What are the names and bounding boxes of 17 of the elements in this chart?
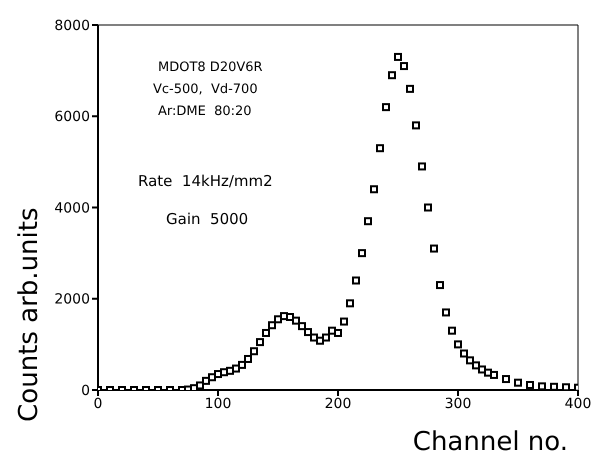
x-tick-label: 300 xyxy=(444,396,472,412)
x-tick-label: 200 xyxy=(324,396,352,412)
y-tick-label: 8000 xyxy=(54,18,90,34)
annotation: Ar:DME 80:20 xyxy=(158,104,252,119)
y-axis-title: Counts arb.units xyxy=(14,208,44,422)
annotation: MDOT8 D20V6R xyxy=(158,60,263,75)
x-axis-title: Channel no. xyxy=(412,427,568,457)
x-tick-label: 400 xyxy=(564,396,592,412)
y-tick-label: 0 xyxy=(81,382,90,399)
annotation: Vc-500, Vd-700 xyxy=(153,82,258,97)
y-tick-label: 4000 xyxy=(54,200,90,216)
y-tick-label: 6000 xyxy=(54,109,90,126)
x-tick-label: 100 xyxy=(204,396,232,412)
x-tick-label: 0 xyxy=(94,396,102,412)
annotation: Gain 5000 xyxy=(166,210,248,228)
annotation: Rate 14kHz/mm2 xyxy=(138,172,273,190)
y-tick-label: 2000 xyxy=(54,292,90,308)
